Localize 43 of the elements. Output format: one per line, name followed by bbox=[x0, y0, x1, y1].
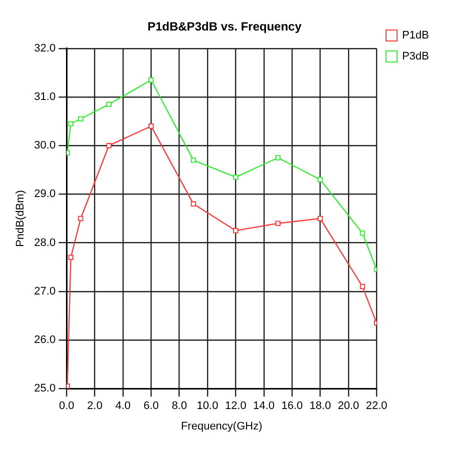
point bbox=[275, 155, 281, 160]
point bbox=[106, 102, 112, 107]
x-tick-label: 2.0 bbox=[87, 400, 102, 412]
y-tick-label: 26.0 bbox=[34, 334, 56, 346]
chart-title: P1dB&P3dB vs. Frequency bbox=[147, 20, 302, 34]
legend-label: P1dB bbox=[402, 30, 430, 42]
point bbox=[233, 228, 238, 234]
point bbox=[106, 142, 112, 148]
y-tick-label: 27.0 bbox=[34, 285, 56, 298]
point bbox=[190, 158, 196, 163]
point bbox=[318, 177, 323, 182]
x-tick-label: 6.0 bbox=[144, 400, 159, 412]
y-tick-label: 25.0 bbox=[34, 382, 56, 395]
point bbox=[68, 121, 74, 126]
y-tick-label: 30.0 bbox=[34, 140, 56, 152]
legend-label: P3dB bbox=[402, 50, 430, 63]
x-axis-title: Frequency(GHz) bbox=[180, 420, 262, 432]
point bbox=[190, 201, 196, 207]
y-tick-label: 31.0 bbox=[34, 91, 56, 104]
point bbox=[233, 174, 238, 180]
x-tick-label: 22.0 bbox=[366, 400, 388, 412]
point bbox=[318, 216, 323, 222]
point bbox=[68, 254, 74, 260]
y-tick-label: 29.0 bbox=[34, 188, 56, 200]
x-tick-label: 8.0 bbox=[172, 400, 187, 412]
point bbox=[78, 116, 84, 122]
point bbox=[275, 220, 281, 226]
x-tick-label: 12.0 bbox=[224, 400, 246, 412]
x-tick-label: 4.0 bbox=[115, 400, 131, 412]
x-tick-label: 20.0 bbox=[338, 400, 360, 412]
y-axis-title: PndB(dBm) bbox=[14, 190, 27, 247]
x-tick-label: 18.0 bbox=[310, 400, 331, 412]
point bbox=[360, 284, 366, 290]
point bbox=[360, 230, 366, 236]
x-tick-label: 14.0 bbox=[253, 400, 275, 412]
x-tick-label: 16.0 bbox=[281, 400, 303, 412]
y-tick-label: 28.0 bbox=[34, 236, 56, 249]
point bbox=[78, 216, 84, 222]
x-tick-label: 10.0 bbox=[196, 400, 218, 412]
point bbox=[148, 124, 154, 129]
y-tick-label: 32.0 bbox=[34, 42, 56, 54]
point bbox=[148, 77, 154, 83]
x-tick-label: 0.0 bbox=[58, 400, 74, 412]
